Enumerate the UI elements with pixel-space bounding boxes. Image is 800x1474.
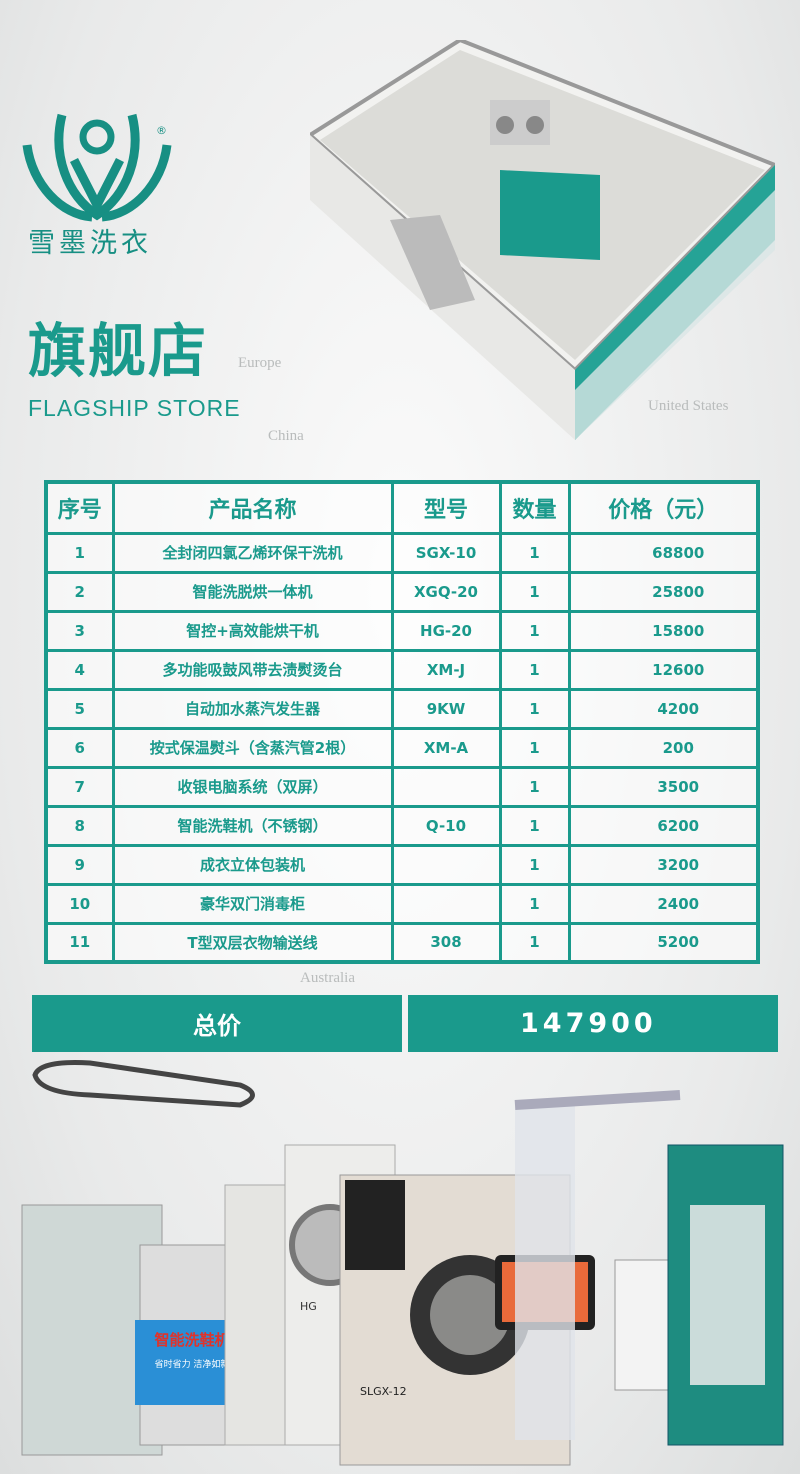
cell-model: Q-10: [390, 804, 502, 847]
table-row: 3 智控+高效能烘干机 HG-20 1 15800: [44, 609, 760, 652]
table-header-row: 序号 产品名称 型号 数量 价格（元）: [44, 480, 760, 535]
page-title: 旗舰店: [28, 317, 209, 385]
cell-price: 200: [567, 726, 760, 769]
cell-name: 多功能吸鼓风带去渍熨烫台: [111, 648, 394, 691]
table-row: 2 智能洗脱烘一体机 XGQ-20 1 25800: [44, 570, 760, 613]
dryer-model: HG: [300, 1300, 317, 1313]
shoe-washer-label: 智能洗鞋机: [154, 1331, 229, 1349]
table-row: 6 按式保温熨斗（含蒸汽管2根） XM-A 1 200: [44, 726, 760, 769]
cell-model: HG-20: [390, 609, 502, 652]
cell-model: 9KW: [390, 687, 502, 730]
table-row: 4 多功能吸鼓风带去渍熨烫台 XM-J 1 12600: [44, 648, 760, 691]
registered-mark: ®: [156, 124, 167, 137]
cell-qty: 1: [498, 921, 571, 964]
cell-qty: 1: [498, 804, 571, 847]
cell-name: T型双层衣物输送线: [111, 921, 394, 964]
table-row: 10 豪华双门消毒柜 1 2400: [44, 882, 760, 925]
table-row: 11 T型双层衣物输送线 308 1 5200: [44, 921, 760, 964]
map-label-china: China: [268, 428, 304, 444]
cell-qty: 1: [498, 882, 571, 925]
store-rendering-image: [310, 40, 775, 440]
cell-qty: 1: [498, 609, 571, 652]
cell-index: 1: [44, 531, 115, 574]
col-header-price: 价格（元）: [567, 480, 760, 535]
table-row: 8 智能洗鞋机（不锈钢） Q-10 1 6200: [44, 804, 760, 847]
cell-qty: 1: [498, 687, 571, 730]
cell-name: 智控+高效能烘干机: [111, 609, 394, 652]
cell-price: 15800: [567, 609, 760, 652]
cell-qty: 1: [498, 648, 571, 691]
cell-index: 10: [44, 882, 115, 925]
equipment-photo: 智能洗鞋机 省时省力 洁净如新 HG SLGX-12: [21, 1060, 784, 1466]
cell-qty: 1: [498, 531, 571, 574]
page-subtitle: FLAGSHIP STORE: [28, 395, 241, 421]
cell-index: 9: [44, 843, 115, 886]
map-label-us: United States: [648, 398, 729, 414]
cell-price: 6200: [567, 804, 760, 847]
cell-model: [390, 882, 502, 925]
map-label-australia: Australia: [300, 970, 355, 986]
cell-name: 自动加水蒸汽发生器: [111, 687, 394, 730]
cell-name: 智能洗鞋机（不锈钢）: [111, 804, 394, 847]
cell-price: 3200: [567, 843, 760, 886]
cell-model: XM-J: [390, 648, 502, 691]
cell-price: 2400: [567, 882, 760, 925]
cell-price: 4200: [567, 687, 760, 730]
cell-index: 7: [44, 765, 115, 808]
cell-name: 全封闭四氯乙烯环保干洗机: [111, 531, 394, 574]
cell-name: 按式保温熨斗（含蒸汽管2根）: [111, 726, 394, 769]
cell-index: 4: [44, 648, 115, 691]
cell-name: 成衣立体包装机: [111, 843, 394, 886]
cell-price: 68800: [567, 531, 760, 574]
cell-price: 12600: [567, 648, 760, 691]
cell-qty: 1: [498, 726, 571, 769]
table-row: 5 自动加水蒸汽发生器 9KW 1 4200: [44, 687, 760, 730]
cell-index: 6: [44, 726, 115, 769]
cell-model: XGQ-20: [390, 570, 502, 613]
cell-model: SGX-10: [390, 531, 502, 574]
cell-name: 豪华双门消毒柜: [111, 882, 394, 925]
col-header-qty: 数量: [498, 480, 571, 535]
cell-price: 25800: [567, 570, 760, 613]
cell-qty: 1: [498, 843, 571, 886]
drycleaner-model: SLGX-12: [360, 1385, 407, 1398]
cell-index: 8: [44, 804, 115, 847]
col-header-name: 产品名称: [111, 480, 394, 535]
cell-model: [390, 765, 502, 808]
cell-name: 收银电脑系统（双屏）: [111, 765, 394, 808]
cell-index: 2: [44, 570, 115, 613]
cell-price: 5200: [567, 921, 760, 964]
cell-index: 3: [44, 609, 115, 652]
cell-model: [390, 843, 502, 886]
shoe-slogan: 省时省力 洁净如新: [155, 1358, 230, 1370]
col-header-model: 型号: [390, 480, 502, 535]
map-label-europe: Europe: [238, 355, 282, 371]
cell-name: 智能洗脱烘一体机: [111, 570, 394, 613]
price-table: 序号 产品名称 型号 数量 价格（元） 1 全封闭四氯乙烯环保干洗机 SGX-10 1…: [44, 480, 760, 964]
total-value: 147900: [408, 995, 778, 1052]
table-row: 1 全封闭四氯乙烯环保干洗机 SGX-10 1 68800: [44, 531, 760, 574]
cell-price: 3500: [567, 765, 760, 808]
cell-index: 11: [44, 921, 115, 964]
table-row: 9 成衣立体包装机 1 3200: [44, 843, 760, 886]
cell-qty: 1: [498, 570, 571, 613]
brand-logo: [22, 113, 172, 222]
cell-qty: 1: [498, 765, 571, 808]
brand-name: 雪墨洗衣: [28, 228, 152, 259]
total-label: 总价: [32, 995, 402, 1052]
cell-model: XM-A: [390, 726, 502, 769]
col-header-index: 序号: [44, 480, 115, 535]
table-row: 7 收银电脑系统（双屏） 1 3500: [44, 765, 760, 808]
cell-model: 308: [390, 921, 502, 964]
cell-index: 5: [44, 687, 115, 730]
